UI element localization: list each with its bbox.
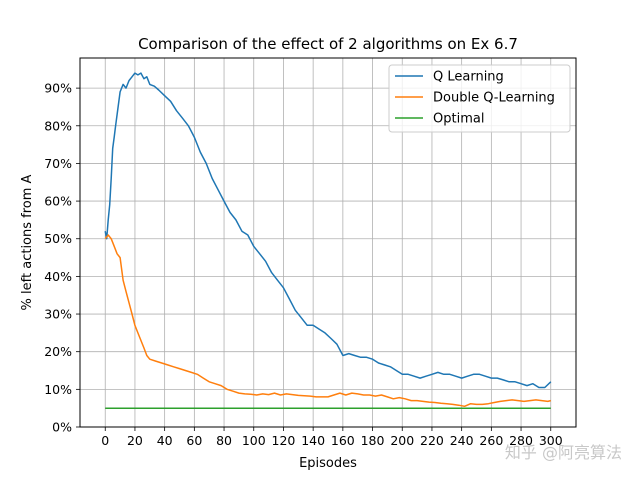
y-tick-label: 10% — [44, 382, 72, 397]
x-tick-label: 280 — [509, 433, 533, 448]
y-tick-label: 60% — [44, 194, 72, 209]
y-tick-label: 90% — [44, 81, 72, 96]
x-tick-label: 240 — [450, 433, 474, 448]
legend-box — [388, 64, 571, 133]
x-tick-label: 80 — [216, 433, 232, 448]
x-axis-ticks: 0 20 40 60 80 100 120 140 160 180 200 220 240 260 280 3… — [101, 427, 563, 448]
x-tick-label: 180 — [361, 433, 385, 448]
x-tick-label: 200 — [390, 433, 414, 448]
legend-label-optimal: Optimal — [433, 112, 484, 127]
x-tick-label: 160 — [331, 433, 355, 448]
series-line-double-q-learning — [104, 234, 551, 408]
y-tick-label: 40% — [44, 269, 72, 284]
y-tick-label: 70% — [44, 156, 72, 171]
watermark: 知乎 @阿亮算法 — [505, 443, 622, 462]
x-tick-label: 220 — [420, 433, 444, 448]
x-tick-label: 100 — [242, 433, 266, 448]
series-line-q-learning — [104, 72, 552, 389]
y-tick-label: 0% — [52, 420, 72, 435]
legend: Q Learning Double Q-Learning Optimal — [388, 64, 571, 133]
x-tick-label: 0 — [101, 433, 109, 448]
y-axis-label: % left actions from A — [20, 174, 35, 310]
x-tick-label: 120 — [272, 433, 296, 448]
y-tick-label: 30% — [44, 307, 72, 322]
series-lines — [104, 72, 552, 409]
y-tick-label: 20% — [44, 344, 72, 359]
x-tick-label: 300 — [539, 433, 563, 448]
x-tick-label: 260 — [479, 433, 503, 448]
y-tick-label: 50% — [44, 231, 72, 246]
y-axis-ticks: 0% 10% 20% 30% 40% 50% 60% 70% 80% 90% — [44, 81, 80, 435]
plot-frame — [79, 57, 577, 428]
x-tick-label: 60 — [186, 433, 202, 448]
legend-label-q-learning: Q Learning — [433, 70, 504, 85]
legend-label-double-q-learning: Double Q-Learning — [433, 91, 555, 106]
chart-title: Comparison of the effect of 2 algorithms… — [138, 35, 518, 53]
x-tick-label: 140 — [301, 433, 325, 448]
x-axis-label: Episodes — [299, 456, 357, 471]
x-tick-label: 40 — [157, 433, 173, 448]
y-tick-label: 80% — [44, 118, 72, 133]
x-tick-label: 20 — [127, 433, 143, 448]
